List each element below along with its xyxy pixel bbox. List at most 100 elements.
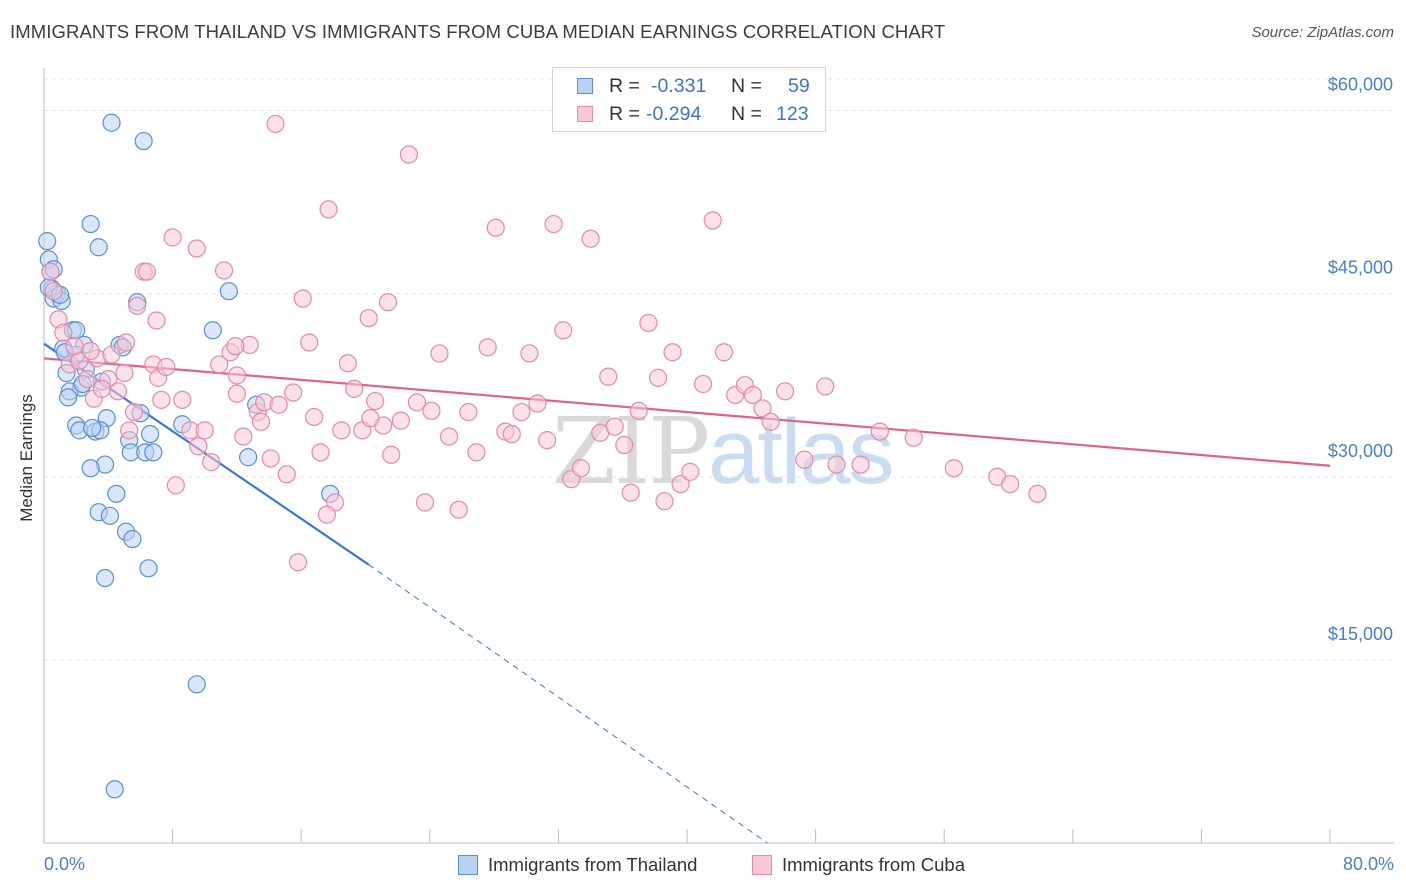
data-point-cuba — [391, 411, 410, 430]
data-point-cuba — [195, 421, 214, 440]
data-point-cuba — [870, 422, 890, 441]
data-point-cuba — [399, 145, 419, 164]
data-point-cuba — [415, 493, 435, 512]
data-point-cuba — [187, 239, 206, 258]
data-point-thailand — [102, 113, 121, 132]
legend-item-thailand: Immigrants from Thailand — [458, 852, 697, 878]
data-point-cuba — [304, 407, 324, 427]
data-point-thailand — [123, 529, 142, 549]
data-point-cuba — [92, 379, 111, 398]
data-points — [38, 113, 1047, 799]
data-point-cuba — [761, 412, 780, 431]
data-point-thailand — [38, 232, 57, 251]
data-point-cuba — [78, 369, 97, 389]
data-point-cuba — [449, 500, 468, 519]
data-point-cuba — [152, 390, 171, 409]
data-point-cuba — [227, 366, 246, 385]
data-point-cuba — [102, 345, 121, 364]
data-point-cuba — [251, 412, 271, 431]
trend-extension-thailand — [368, 564, 768, 844]
data-point-thailand — [89, 238, 108, 257]
data-point-cuba — [743, 385, 763, 405]
data-point-cuba — [382, 445, 401, 464]
data-point-cuba — [655, 492, 674, 511]
data-point-cuba — [189, 437, 208, 456]
data-point-cuba — [65, 337, 84, 356]
y-tick-labels: $15,000 $30,000 $45,000 $60,000 — [1328, 75, 1393, 644]
data-point-cuba — [571, 459, 591, 478]
legend-swatch-cuba — [752, 855, 772, 875]
data-point-thailand — [81, 214, 100, 234]
data-point-cuba — [293, 289, 312, 308]
data-point-cuba — [277, 465, 296, 484]
n-value: 59 — [788, 75, 810, 97]
data-point-cuba — [361, 409, 380, 428]
data-point-thailand — [81, 459, 100, 478]
data-point-cuba — [214, 261, 234, 280]
data-point-cuba — [775, 382, 795, 401]
y-tick-label: $30,000 — [1328, 441, 1393, 461]
data-point-cuba — [512, 402, 531, 422]
data-point-cuba — [157, 357, 176, 376]
data-point-cuba — [753, 399, 772, 418]
trend-line-cuba — [43, 357, 1331, 467]
data-point-cuba — [338, 354, 357, 373]
data-point-thailand — [203, 321, 222, 340]
data-point-cuba — [378, 293, 398, 312]
n-label: N = — [731, 103, 762, 125]
data-point-cuba — [615, 435, 634, 455]
data-point-thailand — [105, 780, 124, 799]
legend-label-cuba: Immigrants from Cuba — [782, 854, 965, 875]
data-point-thailand — [59, 388, 78, 407]
data-point-cuba — [44, 282, 63, 301]
thailand-swatch — [577, 78, 593, 94]
data-point-cuba — [317, 505, 337, 524]
n-label: N = — [731, 75, 762, 97]
data-point-thailand — [187, 675, 206, 694]
data-point-cuba — [605, 417, 624, 436]
data-point-cuba — [332, 421, 351, 440]
legend-swatch-thailand — [458, 855, 478, 875]
r-label: R = — [609, 75, 640, 97]
data-point-cuba — [300, 333, 319, 352]
data-point-cuba — [407, 393, 427, 412]
data-point-cuba — [827, 455, 846, 474]
data-point-cuba — [502, 424, 521, 444]
data-point-cuba — [115, 363, 134, 383]
data-point-cuba — [147, 311, 166, 330]
y-tick-label: $15,000 — [1328, 624, 1393, 644]
cuba-swatch — [577, 106, 593, 122]
data-point-cuba — [345, 379, 364, 398]
data-point-cuba — [528, 394, 547, 413]
data-point-thailand — [144, 443, 163, 462]
data-point-cuba — [269, 395, 288, 414]
legend-label-thailand: Immigrants from Thailand — [488, 854, 698, 875]
data-point-cuba — [359, 308, 378, 328]
data-point-cuba — [120, 421, 139, 440]
data-point-cuba — [173, 390, 192, 409]
data-point-cuba — [1001, 474, 1020, 494]
data-point-thailand — [83, 418, 102, 438]
data-point-thailand — [134, 131, 153, 151]
series-cuba — [41, 114, 1047, 572]
data-point-cuba — [538, 431, 557, 450]
data-point-cuba — [284, 383, 303, 402]
data-point-cuba — [227, 384, 246, 403]
data-point-thailand — [95, 568, 115, 588]
data-point-cuba — [166, 476, 185, 495]
data-point-cuba — [226, 337, 245, 356]
data-point-cuba — [210, 355, 229, 374]
data-point-cuba — [81, 341, 100, 361]
data-point-cuba — [459, 402, 478, 422]
n-value: 123 — [776, 103, 809, 125]
data-point-cuba — [671, 474, 690, 494]
y-tick-label: $45,000 — [1328, 258, 1393, 278]
data-point-cuba — [366, 391, 385, 411]
data-point-cuba — [714, 343, 734, 362]
data-point-cuba — [202, 453, 221, 472]
x-tick-label-min: 0.0% — [44, 854, 85, 874]
data-point-thailand — [219, 282, 238, 301]
data-point-thailand — [239, 448, 258, 467]
data-point-cuba — [1028, 484, 1047, 503]
